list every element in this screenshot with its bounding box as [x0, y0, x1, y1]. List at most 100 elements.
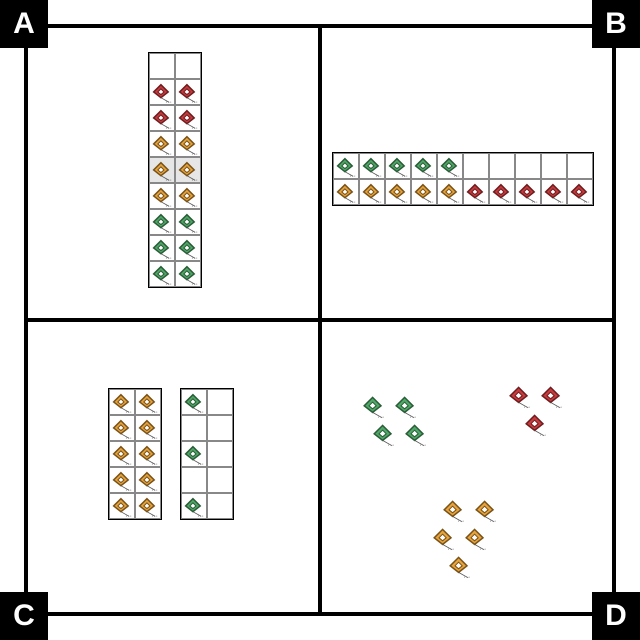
grid-cell: · · ·	[175, 131, 201, 157]
kite-icon	[110, 390, 136, 416]
kite-icon	[150, 210, 176, 236]
kite-icon	[386, 180, 412, 206]
grid-cell: · · ·	[359, 179, 385, 205]
grid-cell: · · ·	[135, 467, 161, 493]
kite-icon	[412, 154, 438, 180]
grid-cell: · · ·	[135, 415, 161, 441]
free-kite: · · ·	[472, 496, 502, 526]
kite-icon	[136, 468, 162, 494]
grid-cell: · · ·	[411, 153, 437, 179]
grid-cell: · · ·	[181, 441, 207, 467]
grid-cell: · · ·	[411, 179, 437, 205]
kite-icon	[176, 80, 202, 106]
kite-icon	[446, 552, 476, 582]
free-kite: · · ·	[392, 392, 422, 422]
grid-cell	[207, 493, 233, 519]
grid-cell	[567, 153, 593, 179]
cell-grid: · · · · · · · · · · · · · · ·	[108, 388, 162, 520]
grid-cell: · · ·	[515, 179, 541, 205]
grid-cell: · · ·	[385, 179, 411, 205]
grid-cell	[207, 467, 233, 493]
kite-icon	[150, 236, 176, 262]
grid-cell: · · ·	[175, 209, 201, 235]
grid-cell	[541, 153, 567, 179]
kite-icon	[386, 154, 412, 180]
kite-icon	[176, 262, 202, 288]
quadrant-d: · · · · · · · · · · · · · · ·	[320, 320, 612, 612]
kite-icon	[110, 442, 136, 468]
grid-cell: · · ·	[385, 153, 411, 179]
kite-icon	[542, 180, 568, 206]
grid-cell: · · ·	[149, 157, 175, 183]
grid-cell: · · ·	[135, 389, 161, 415]
free-kite: · · ·	[430, 524, 460, 554]
kite-icon	[360, 180, 386, 206]
grid-cell: · · ·	[175, 105, 201, 131]
grid-cell	[207, 415, 233, 441]
grid-cell: · · ·	[489, 179, 515, 205]
grid-cell: · · ·	[149, 261, 175, 287]
grid-cell: · · ·	[109, 389, 135, 415]
free-kite: · · ·	[522, 410, 552, 440]
kite-icon	[136, 442, 162, 468]
kite-icon	[176, 106, 202, 132]
kite-icon	[392, 392, 422, 422]
grid-cell	[181, 467, 207, 493]
kite-icon	[182, 390, 208, 416]
kite-icon	[360, 392, 390, 422]
grid-cell: · · ·	[149, 209, 175, 235]
grid-cell: · · ·	[333, 153, 359, 179]
kite-icon	[462, 524, 492, 554]
grid-cell: · · ·	[181, 493, 207, 519]
grid-cell: · · ·	[437, 179, 463, 205]
kite-icon	[402, 420, 432, 450]
kite-icon	[440, 496, 470, 526]
free-kite: · · ·	[538, 382, 568, 412]
grid-cell: · · ·	[437, 153, 463, 179]
kite-icon	[522, 410, 552, 440]
free-kite: · · ·	[462, 524, 492, 554]
cell-grid: · · · · · · · · · · · · · · ·	[148, 52, 202, 288]
kite-icon	[150, 106, 176, 132]
free-kite: · · ·	[360, 392, 390, 422]
grid-cell	[207, 389, 233, 415]
diagram-frame: A B C D · · · · · · · · · · ·	[0, 0, 640, 640]
kite-icon	[472, 496, 502, 526]
kite-icon	[412, 180, 438, 206]
kite-icon	[176, 210, 202, 236]
kite-icon	[176, 236, 202, 262]
quadrant-c: · · · · · · · · · · · · · · ·	[28, 320, 320, 612]
kite-icon	[464, 180, 490, 206]
kite-icon	[176, 132, 202, 158]
grid-cell: · · ·	[149, 105, 175, 131]
kite-icon	[150, 184, 176, 210]
free-kite: · · ·	[370, 420, 400, 450]
grid-cell: · · ·	[463, 179, 489, 205]
grid-cell: · · ·	[109, 441, 135, 467]
grid-cell	[463, 153, 489, 179]
grid-cell	[181, 415, 207, 441]
kite-icon	[136, 390, 162, 416]
kite-icon	[150, 262, 176, 288]
kite-icon	[568, 180, 594, 206]
grid-cell: · · ·	[149, 235, 175, 261]
kite-icon	[538, 382, 568, 412]
grid-cell: · · ·	[175, 261, 201, 287]
kite-icon	[370, 420, 400, 450]
kite-icon	[430, 524, 460, 554]
kite-icon	[438, 180, 464, 206]
grid-cell: · · ·	[149, 183, 175, 209]
grid-cell	[175, 53, 201, 79]
grid-cell: · · ·	[135, 441, 161, 467]
kite-icon	[182, 442, 208, 468]
kite-icon	[110, 416, 136, 442]
grid-cell: · · ·	[135, 493, 161, 519]
kite-icon	[506, 382, 536, 412]
quadrant-a: · · · · · · · · · · · · · · ·	[28, 28, 320, 320]
kite-icon	[136, 416, 162, 442]
quadrant-b: · · · · · · · · · · · · · · ·	[320, 28, 612, 320]
grid-cell	[515, 153, 541, 179]
kite-icon	[110, 468, 136, 494]
grid-cell	[149, 53, 175, 79]
kite-icon	[516, 180, 542, 206]
